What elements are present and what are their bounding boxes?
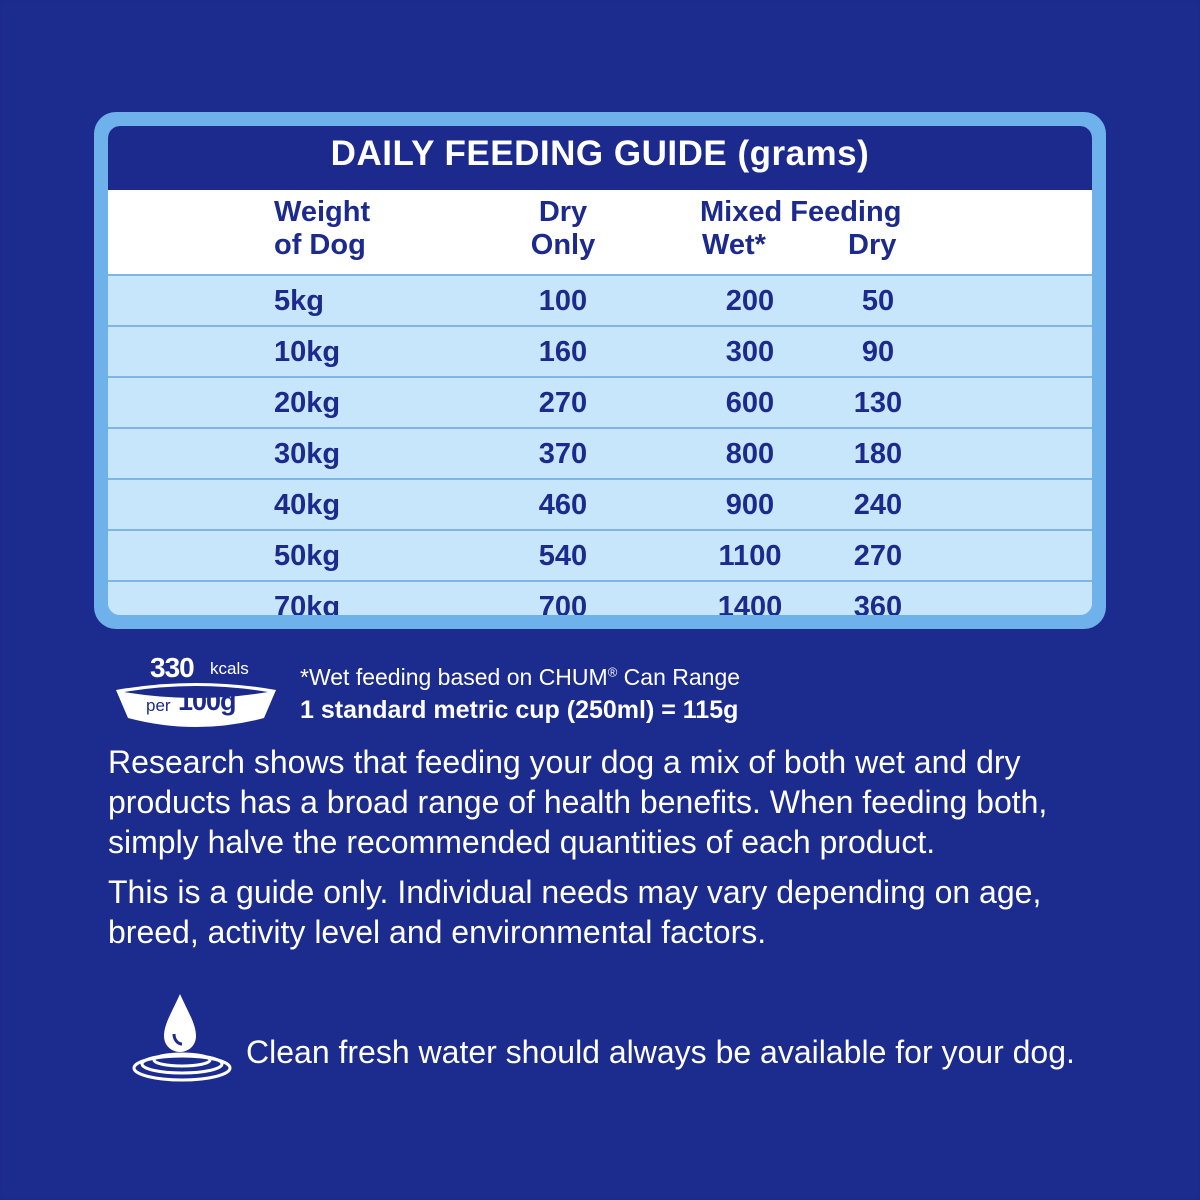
cell-dry: 90 <box>861 336 895 368</box>
cell-dry-only: 160 <box>538 336 588 368</box>
header-dry-only: Dry Only <box>530 196 596 261</box>
food-bowl-icon <box>116 683 276 727</box>
table-row: 30kg 370 800 180 <box>108 427 1092 478</box>
cell-weight: 40kg <box>274 489 341 521</box>
cell-dry-only: 270 <box>538 387 588 419</box>
cell-weight: 50kg <box>274 540 341 572</box>
cell-dry: 180 <box>853 438 903 470</box>
header-weight: Weight of Dog <box>274 196 371 261</box>
feeding-guide-panel: DAILY FEEDING GUIDE (grams) Weight of Do… <box>94 112 1106 629</box>
cell-dry-only: 370 <box>538 438 588 470</box>
kcal-value: 330 <box>150 652 195 683</box>
guide-title-bar: DAILY FEEDING GUIDE (grams) <box>108 126 1092 190</box>
guide-title-unit: (grams) <box>737 134 870 173</box>
wet-feeding-note: *Wet feeding based on CHUM® Can Range <box>300 664 741 690</box>
table-header-row: Weight of Dog Dry Only Mixed Feeding Wet… <box>108 190 1092 274</box>
header-wet: Wet* <box>702 229 766 261</box>
kcal-unit: kcals <box>210 659 249 678</box>
research-paragraph: Research shows that feeding your dog a m… <box>108 744 1048 860</box>
cell-weight: 30kg <box>274 438 341 470</box>
cell-dry-only: 460 <box>538 489 588 521</box>
cell-dry: 240 <box>853 489 903 521</box>
cell-weight: 10kg <box>274 336 341 368</box>
feeding-guide-table: DAILY FEEDING GUIDE (grams) Weight of Do… <box>108 126 1092 615</box>
cell-dry: 360 <box>853 591 903 615</box>
table-row: 20kg 270 600 130 <box>108 376 1092 427</box>
cell-dry-only: 540 <box>538 540 588 572</box>
cell-dry: 130 <box>853 387 903 419</box>
registered-mark: ® <box>607 664 618 680</box>
cell-wet: 900 <box>725 489 775 521</box>
cell-wet: 200 <box>725 285 775 317</box>
per-amount: 100g <box>178 686 237 716</box>
header-dry: Dry <box>848 229 897 261</box>
cell-wet: 1400 <box>717 591 783 615</box>
cell-dry-only: 700 <box>538 591 588 615</box>
water-drop-icon <box>132 994 232 1082</box>
table-body: 5kg 100 200 50 10kg 160 300 90 20kg 270 600 130 30kg… <box>108 274 1092 615</box>
cup-measure-note: 1 standard metric cup (250ml) = 115g <box>300 696 739 724</box>
cell-dry: 270 <box>853 540 903 572</box>
cell-wet: 800 <box>725 438 775 470</box>
table-row: 70kg 700 1400 360 <box>108 580 1092 615</box>
table-row: 50kg 540 1100 270 <box>108 529 1092 580</box>
cell-weight: 5kg <box>274 285 324 317</box>
guide-title: DAILY FEEDING GUIDE (grams) <box>330 134 870 173</box>
cell-dry: 50 <box>861 285 895 317</box>
cell-wet: 1100 <box>718 540 782 572</box>
per-label: per <box>146 696 171 715</box>
guide-only-paragraph: This is a guide only. Individual needs m… <box>108 874 1042 950</box>
header-mixed-feeding: Mixed Feeding <box>700 196 902 228</box>
cell-wet: 600 <box>725 387 775 419</box>
table-row: 10kg 160 300 90 <box>108 325 1092 376</box>
cell-weight: 70kg <box>274 591 341 615</box>
cell-dry-only: 100 <box>538 285 588 317</box>
cell-wet: 300 <box>725 336 775 368</box>
table-row: 5kg 100 200 50 <box>108 274 1092 325</box>
table-row: 40kg 460 900 240 <box>108 478 1092 529</box>
water-note: Clean fresh water should always be avail… <box>246 1034 1075 1070</box>
cell-weight: 20kg <box>274 387 341 419</box>
